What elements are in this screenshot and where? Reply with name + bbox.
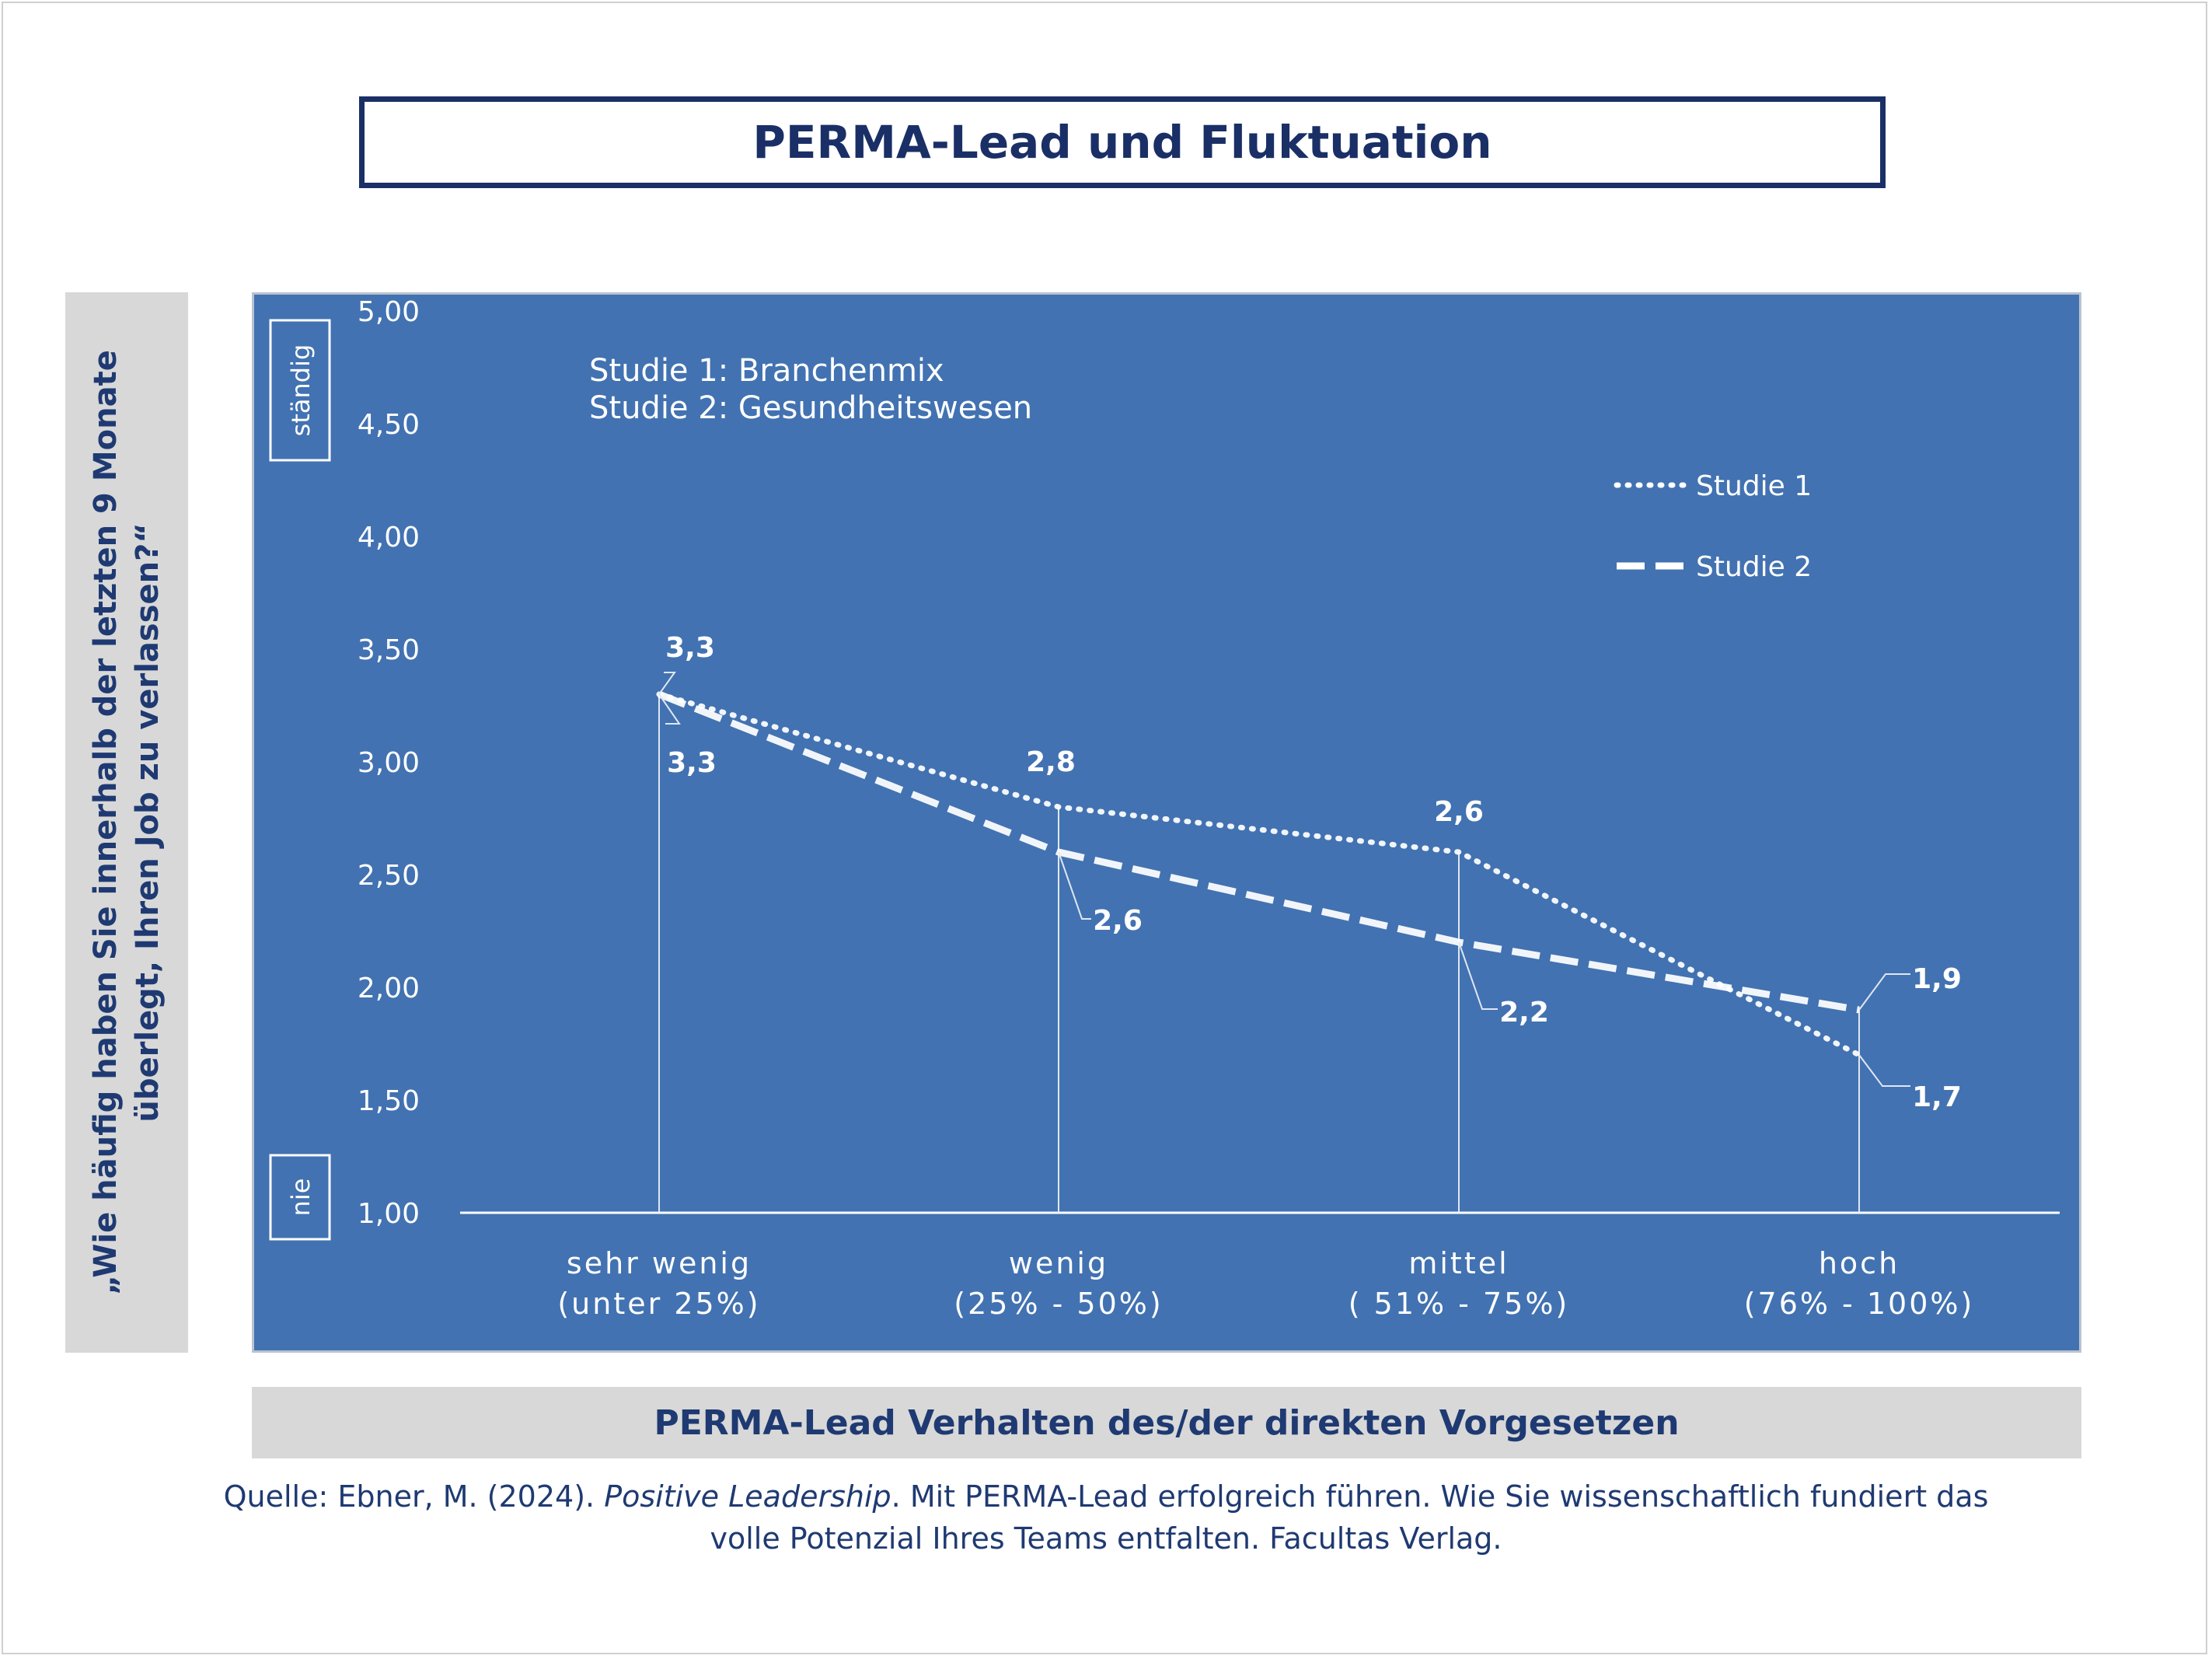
y-tick-label: 5,00 <box>358 296 420 328</box>
study-note: Studie 2: Gesundheitswesen <box>589 390 1032 426</box>
data-label: 2,2 <box>1499 997 1549 1029</box>
source-citation: Quelle: Ebner, M. (2024). Positive Leade… <box>0 1476 2212 1559</box>
x-tick-sublabel: (unter 25%) <box>557 1287 760 1321</box>
scale-marker-top: ständig <box>286 344 316 437</box>
scale-marker-top-box <box>269 319 331 462</box>
x-tick-label: mittel <box>1408 1246 1509 1280</box>
data-label-leader <box>1858 1054 1910 1087</box>
x-tick-label: hoch <box>1819 1246 1900 1280</box>
data-label: 3,3 <box>665 632 715 664</box>
study-note: Studie 1: Branchenmix <box>589 353 944 389</box>
y-tick-label: 2,50 <box>358 860 420 892</box>
x-axis-label-bar: PERMA-Lead Verhalten des/der direkten Vo… <box>252 1387 2081 1458</box>
scale-marker-bottom: nie <box>286 1179 316 1217</box>
data-label-leader <box>658 672 676 695</box>
x-tick-sublabel: (25% - 50%) <box>954 1287 1163 1321</box>
plot-panel <box>252 292 2081 1353</box>
data-label: 3,3 <box>667 747 717 779</box>
data-label: 2,6 <box>1434 796 1484 828</box>
data-label: 1,7 <box>1912 1081 1962 1113</box>
y-tick-label: 2,00 <box>358 973 420 1004</box>
data-label-leader <box>658 693 681 725</box>
x-tick-label: sehr wenig <box>567 1246 752 1280</box>
y-tick-label: 1,50 <box>358 1085 420 1117</box>
data-label: 2,8 <box>1026 746 1076 778</box>
data-label: 1,9 <box>1912 963 1962 995</box>
source-prefix: Quelle: Ebner, M. (2024). <box>223 1479 605 1514</box>
y-tick-label: 4,00 <box>358 522 420 554</box>
y-tick-label: 4,50 <box>358 409 420 441</box>
legend-label: Studie 1 <box>1696 470 1812 502</box>
source-suffix: . Mit PERMA-Lead erfolgreich führen. Wie… <box>891 1479 1989 1514</box>
x-tick-sublabel: (76% - 100%) <box>1744 1287 1975 1321</box>
data-label: 2,6 <box>1093 905 1143 937</box>
source-book-title: Positive Leadership <box>604 1479 891 1514</box>
data-label-leader <box>1058 851 1091 920</box>
series-line-2 <box>658 690 1860 1014</box>
series-line-1 <box>656 691 1862 1058</box>
x-axis-label: PERMA-Lead Verhalten des/der direkten Vo… <box>654 1402 1680 1443</box>
data-label-leader <box>1858 973 1910 1011</box>
source-line2: volle Potenzial Ihres Teams entfalten. F… <box>710 1521 1502 1556</box>
y-tick-label: 3,00 <box>358 747 420 779</box>
y-axis-label-bar <box>65 292 188 1353</box>
data-label-leader <box>1458 941 1498 1010</box>
legend-label: Studie 2 <box>1696 551 1812 583</box>
scale-marker-bottom-box <box>269 1154 331 1241</box>
x-tick-label: wenig <box>1009 1246 1108 1280</box>
y-tick-label: 3,50 <box>358 634 420 666</box>
y-tick-label: 1,00 <box>358 1198 420 1230</box>
chart-title: PERMA-Lead und Fluktuation <box>752 116 1492 169</box>
x-tick-sublabel: ( 51% - 75%) <box>1348 1287 1570 1321</box>
chart-title-box: PERMA-Lead und Fluktuation <box>359 96 1886 188</box>
